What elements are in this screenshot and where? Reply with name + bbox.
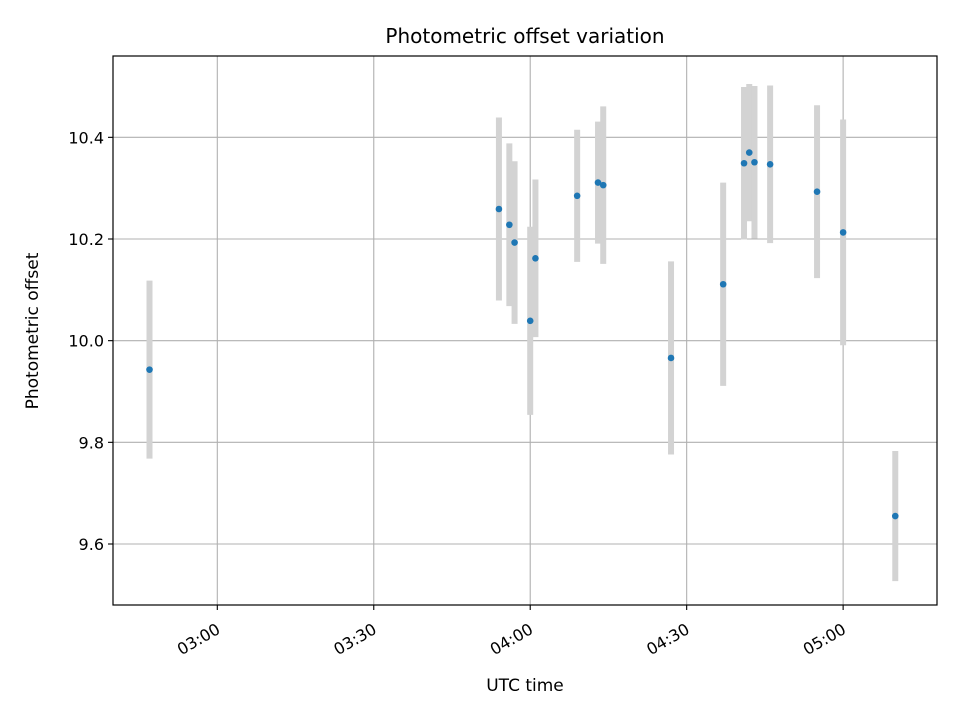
y-tick-label: 10.0 (68, 332, 104, 351)
y-tick-label: 9.8 (79, 433, 104, 452)
data-point (667, 354, 675, 362)
data-point (532, 255, 539, 262)
data-point (506, 221, 513, 229)
chart-title: Photometric offset variation (385, 24, 664, 48)
data-point (599, 181, 607, 189)
data-point (719, 280, 727, 288)
y-tick-label: 9.6 (79, 535, 104, 554)
data-point (573, 192, 581, 200)
data-point (751, 158, 758, 166)
data-point (813, 188, 821, 196)
axes-frame (112, 55, 938, 606)
data-point (526, 317, 534, 325)
y-tick-label: 10.4 (68, 128, 104, 147)
data-point (745, 149, 753, 156)
data-point (839, 229, 847, 236)
data-point (495, 205, 503, 213)
data-point (891, 512, 899, 520)
data-point (594, 179, 602, 186)
data-point (146, 366, 153, 373)
data-point (766, 160, 774, 168)
y-axis-label: Photometric offset (23, 252, 43, 409)
x-axis-label: UTC time (486, 676, 564, 696)
data-point (511, 239, 518, 246)
data-point (740, 159, 748, 167)
data-points (146, 149, 899, 520)
y-tick-label: 10.2 (68, 230, 104, 249)
